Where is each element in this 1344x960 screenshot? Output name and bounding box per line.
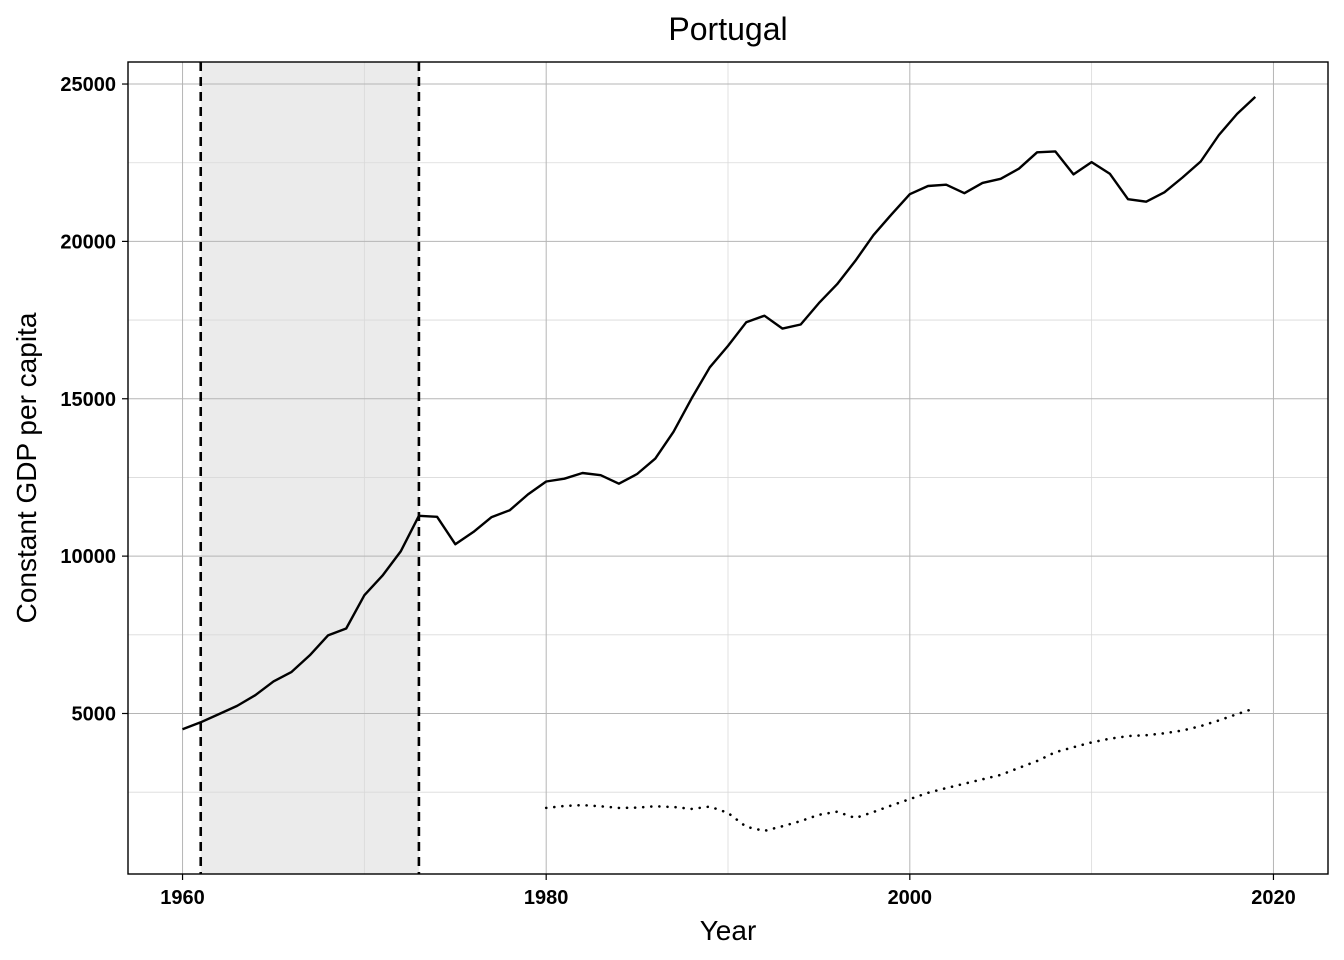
plot-background xyxy=(200,62,419,874)
shaded-period xyxy=(200,62,419,874)
x-tick-label: 1980 xyxy=(524,887,569,909)
data-series xyxy=(182,96,1257,833)
y-axis-ticks: 5000 10000 15000 20000 25000 xyxy=(60,74,128,725)
x-tick-label: 2020 xyxy=(1251,887,1296,909)
y-tick-label: 20000 xyxy=(60,231,116,253)
x-axis-ticks: 1960 1980 2000 2020 xyxy=(160,874,1296,909)
x-tick-label: 2000 xyxy=(888,887,933,909)
y-tick-label: 15000 xyxy=(60,389,116,411)
y-tick-label: 10000 xyxy=(60,546,116,568)
series-line-solid xyxy=(182,96,1257,731)
plot-border xyxy=(127,61,1329,875)
series-line-dotted xyxy=(544,706,1257,833)
reference-lines xyxy=(199,62,421,874)
x-axis-title: Year xyxy=(700,915,757,946)
chart-title: Portugal xyxy=(668,11,787,47)
y-axis-title: Constant GDP per capita xyxy=(11,312,42,623)
y-tick-label: 25000 xyxy=(60,74,116,96)
plot-frame xyxy=(127,61,1329,875)
y-tick-label: 5000 xyxy=(72,703,117,725)
grid-lines xyxy=(128,62,1328,874)
x-tick-label: 1960 xyxy=(160,887,205,909)
